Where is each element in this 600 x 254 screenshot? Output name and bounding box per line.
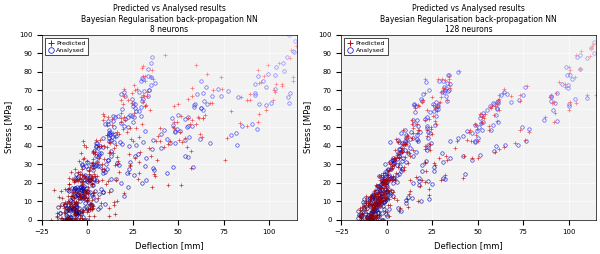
Y-axis label: Stress [MPa]: Stress [MPa]	[304, 101, 313, 153]
Title: Predicted vs Analysed results
Bayesian Regularisation back-propagation NN
8 neur: Predicted vs Analysed results Bayesian R…	[81, 4, 257, 34]
Legend: Predicted, Analysed: Predicted, Analysed	[45, 38, 88, 55]
Legend: Predicted, Analysed: Predicted, Analysed	[344, 38, 388, 55]
X-axis label: Deflection [mm]: Deflection [mm]	[135, 241, 203, 250]
Title: Predicted vs Analysed results
Bayesian Regularisation back-propagation NN
128 ne: Predicted vs Analysed results Bayesian R…	[380, 4, 557, 34]
Y-axis label: Stress [MPa]: Stress [MPa]	[4, 101, 13, 153]
X-axis label: Deflection [mm]: Deflection [mm]	[434, 241, 503, 250]
